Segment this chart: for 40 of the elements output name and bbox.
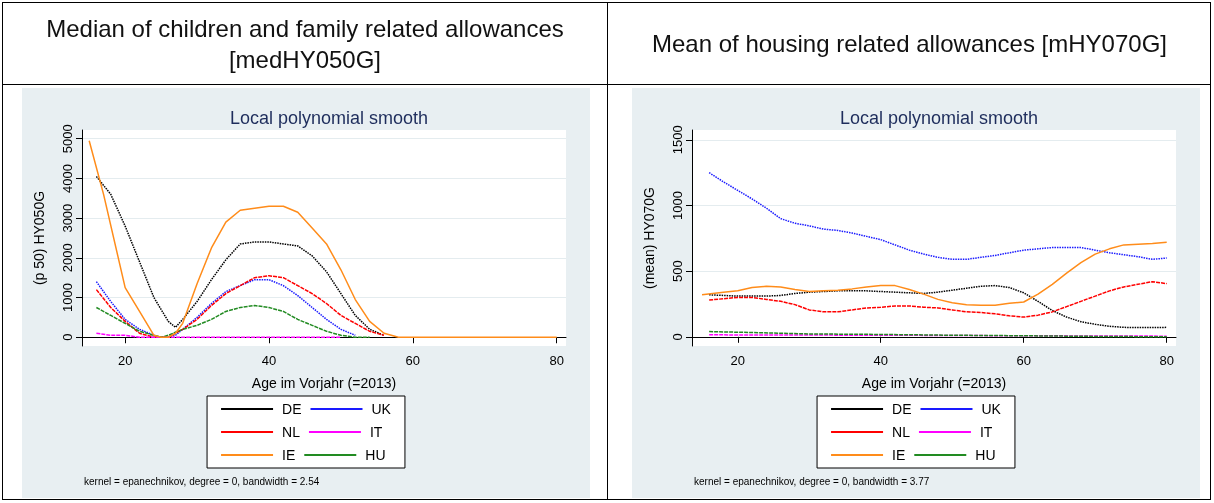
legend-label: NL (282, 424, 301, 440)
x-tick-label: 80 (549, 353, 564, 368)
legend-label: IE (892, 447, 906, 463)
legend-label: DE (892, 401, 912, 417)
chart-title: Mean of housing related allowances [mHY070G] (608, 3, 1211, 85)
legend-label: NL (892, 424, 911, 440)
y-axis-title: (mean) HY070G (641, 187, 657, 289)
legend-label: DE (282, 401, 302, 417)
y-tick-label: 0 (60, 333, 75, 341)
y-tick-label: 5000 (60, 124, 75, 154)
chart-title: Median of children and family related allowances [medHY050G] (3, 3, 607, 85)
x-tick-label: 20 (730, 353, 745, 368)
x-tick-label: 80 (1159, 353, 1174, 368)
text: kernel = epanechnikov, degree = 0, bandwidth = 3.77 (694, 475, 930, 487)
x-tick-label: 60 (405, 353, 421, 368)
x-tick-label: 40 (261, 353, 277, 368)
x-tick-label: 60 (1016, 353, 1031, 368)
legend-label: UK (371, 401, 392, 417)
x-tick-label: 40 (873, 353, 888, 368)
y-tick-label: 0 (670, 333, 685, 341)
y-tick-label: 1500 (670, 125, 685, 155)
legend-label: HU (975, 447, 996, 463)
chart-subtitle: Local polynomial smooth (839, 108, 1039, 128)
y-tick-label: 2000 (60, 243, 75, 273)
y-tick-label: 3000 (60, 203, 75, 233)
legend-label: IT (369, 424, 383, 440)
x-tick-label: 20 (117, 353, 133, 368)
x-axis-title: Age im Vorjahr (=2013) (251, 375, 397, 391)
y-tick-label: 4000 (60, 163, 75, 193)
x-axis-title: Age im Vorjahr (=2013) (861, 375, 1007, 391)
text: kernel = epanechnikov, degree = 0, bandwidth = 2.54 (84, 475, 320, 487)
legend-label: IE (282, 447, 296, 463)
y-tick-label: 500 (670, 260, 685, 283)
legend-label: HU (365, 447, 386, 463)
y-tick-label: 1000 (670, 191, 685, 220)
chart-subtitle: Local polynomial smooth (229, 108, 429, 128)
legend-label: IT (979, 424, 993, 440)
y-tick-label: 1000 (60, 283, 75, 313)
y-axis-title: (p 50) HY050G (31, 190, 47, 286)
legend-label: UK (981, 401, 1002, 417)
